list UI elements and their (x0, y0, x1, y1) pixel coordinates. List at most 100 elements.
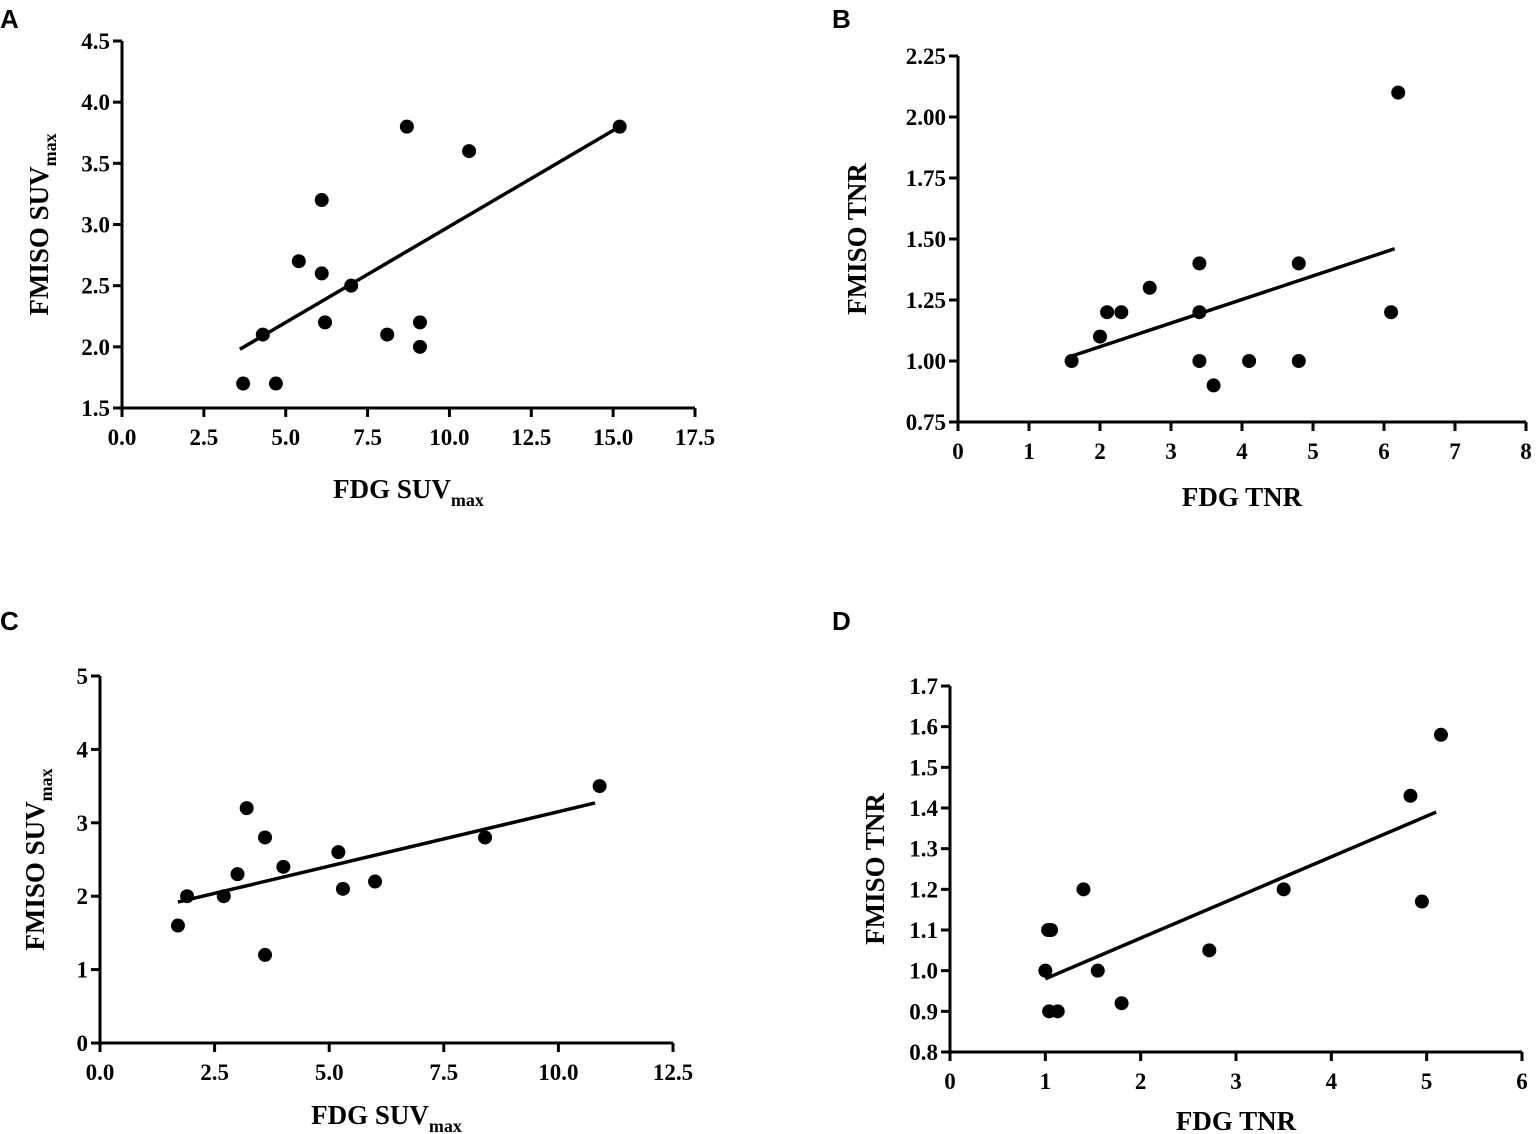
x-tick-label: 0.0 (108, 425, 137, 450)
x-tick-label: 10.0 (429, 425, 469, 450)
panel-b: B 0 1 2 3 4 5 6 7 8 0.75 1.00 1.25 1.50 1.75 2.00 2.25 F… (832, 4, 1532, 512)
data-point (1142, 280, 1157, 295)
x-tick-label: 6 (1516, 1069, 1528, 1094)
x-axis-title: FDG SUVmax (311, 1100, 462, 1134)
data-point (1391, 85, 1406, 100)
x-tick-label: 1 (1040, 1069, 1052, 1094)
y-tick-label: 2.00 (906, 105, 946, 130)
x-tick-label: 7.5 (429, 1060, 458, 1085)
data-point (1202, 943, 1217, 958)
y-tick-label: 2.25 (906, 44, 946, 69)
x-tick-label: 10.0 (538, 1060, 578, 1085)
data-point (258, 947, 273, 962)
y-axis-title: FMISO TNR (860, 793, 890, 945)
data-point (368, 874, 383, 889)
data-point (612, 119, 627, 134)
data-point (236, 376, 251, 391)
y-tick-label: 1.7 (909, 674, 938, 699)
y-axis-title-main: FMISO SUV (24, 166, 54, 316)
y-tick-label: 0.8 (909, 1040, 938, 1065)
y-tick-label: 1.6 (909, 715, 938, 740)
x-tick-label: 2.5 (189, 425, 218, 450)
data-point (1044, 923, 1059, 937)
x-tick-label: 5.0 (271, 425, 300, 450)
x-tick-label: 3 (1165, 439, 1177, 464)
regression-line (238, 125, 621, 351)
y-tick-label: 4 (77, 737, 89, 762)
data-point (230, 867, 245, 882)
data-point (1433, 727, 1448, 742)
data-point (1038, 963, 1053, 978)
x-tick-label: 15.0 (593, 425, 633, 450)
panel-label-a: A (0, 4, 19, 34)
panel-d: D 0 1 2 3 4 5 6 0.8 0.9 1.0 1.1 1.2 1.3 1.4 1.5 1.6 1.7 F… (832, 606, 1528, 1134)
y-tick-label: 1.00 (906, 349, 946, 374)
y-tick-label: 4.5 (81, 29, 110, 54)
data-point (331, 845, 346, 860)
y-axis-title-main: FMISO TNR (860, 793, 890, 945)
panel-a: A 0.0 2.5 5.0 7.5 10.0 12.5 15.0 17.5 1.5 2.0 2.5 3… (0, 4, 715, 510)
x-tick-label: 2 (1094, 439, 1106, 464)
x-axis-title-subscript: max (451, 490, 484, 510)
data-point (1050, 1004, 1065, 1019)
data-point (314, 193, 329, 208)
regression-line (1044, 810, 1437, 981)
y-axis-title: FMISO SUVmax (24, 133, 60, 315)
y-tick-label: 1.50 (906, 227, 946, 252)
x-tick-label: 17.5 (675, 425, 715, 450)
data-point (268, 376, 283, 391)
x-tick-label: 5.0 (315, 1060, 344, 1085)
x-tick-label: 12.5 (511, 425, 551, 450)
x-tick-label: 2.5 (200, 1060, 229, 1085)
y-tick-label: 4.0 (81, 90, 110, 115)
data-point (258, 830, 273, 845)
x-axis-title: FDG SUVmax (333, 474, 484, 510)
x-tick-label: 6 (1378, 439, 1390, 464)
panel-label-d: D (832, 606, 851, 636)
panel-label-b: B (832, 4, 851, 34)
y-tick-label: 1.5 (81, 396, 110, 421)
x-tick-label: 5 (1307, 439, 1319, 464)
data-point (1100, 305, 1115, 320)
y-tick-label: 1.75 (906, 166, 946, 191)
x-tick-label: 5 (1421, 1069, 1433, 1094)
x-tick-label: 0 (952, 439, 964, 464)
x-tick-label: 3 (1230, 1069, 1242, 1094)
y-axis-title-main: FMISO SUV (20, 801, 50, 951)
data-point (1093, 329, 1107, 344)
data-point (412, 339, 427, 354)
data-point (318, 315, 333, 330)
y-axis-title-main: FMISO TNR (842, 163, 872, 315)
y-tick-label: 1 (77, 958, 89, 983)
data-point (276, 859, 291, 874)
y-tick-label: 0.75 (906, 410, 946, 435)
regression-line (177, 801, 596, 904)
x-tick-label: 4 (1326, 1069, 1338, 1094)
data-point (255, 327, 270, 342)
x-axis-title-main: FDG TNR (1182, 482, 1303, 512)
y-tick-label: 1.1 (909, 918, 938, 943)
y-tick-label: 3.0 (81, 213, 110, 238)
x-tick-label: 7 (1449, 439, 1461, 464)
data-point (180, 889, 195, 904)
data-point (239, 801, 254, 816)
x-tick-label: 4 (1236, 439, 1248, 464)
data-point (592, 779, 607, 794)
data-point (412, 315, 427, 330)
x-tick-label: 0.0 (86, 1060, 115, 1085)
x-axis-title-main: FDG TNR (1176, 1106, 1297, 1134)
data-point (380, 327, 395, 342)
data-point (1114, 996, 1129, 1011)
y-tick-label: 0.9 (909, 999, 938, 1024)
y-tick-label: 1.25 (906, 288, 946, 313)
x-tick-label: 0 (944, 1069, 956, 1094)
data-point (462, 144, 477, 159)
data-point (1291, 354, 1306, 368)
data-point (1403, 788, 1418, 803)
data-point (335, 881, 350, 896)
y-tick-label: 3.5 (81, 151, 110, 176)
regression-line (1071, 247, 1396, 358)
x-tick-label: 1 (1023, 439, 1035, 464)
